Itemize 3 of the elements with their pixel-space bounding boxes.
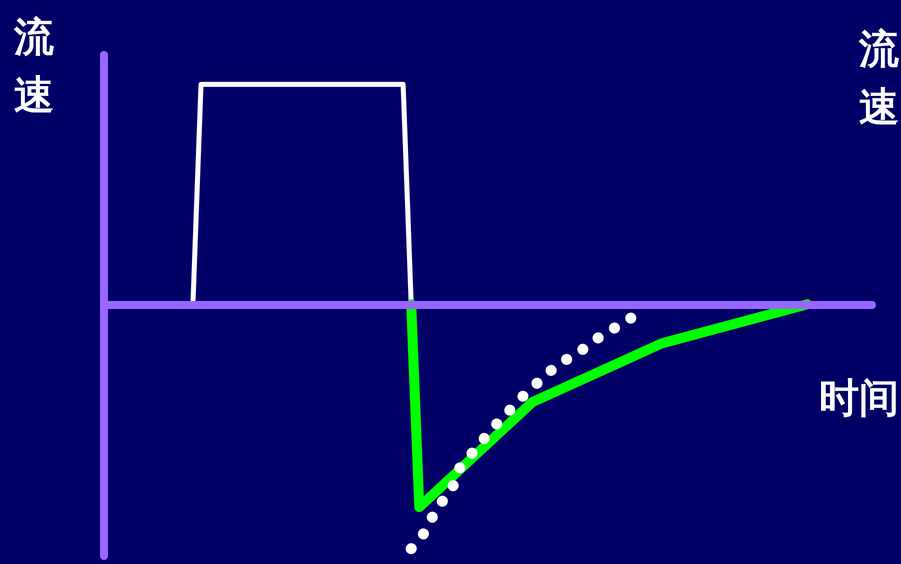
y2-axis-title: 流速 (13, 14, 54, 118)
x-axis-title: 时间 (819, 374, 899, 422)
y-axis-title: 流速 (858, 26, 899, 130)
